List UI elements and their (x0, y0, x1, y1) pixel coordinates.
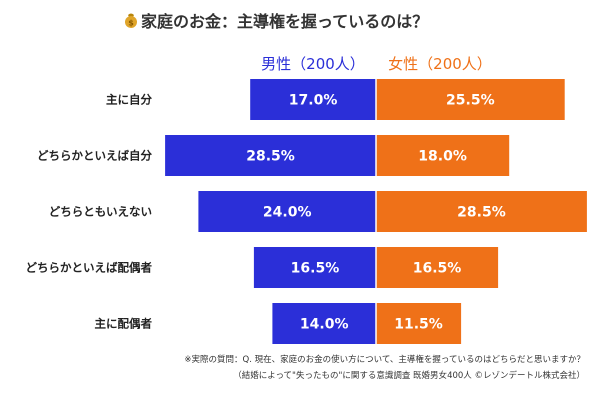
chart-title-group: $ 家庭のお金：主導権を握っているのは？ (125, 12, 428, 31)
female-bar (376, 303, 462, 344)
male-bar-value-label: 24.0% (263, 205, 312, 221)
male-bar-value-label: 16.5% (291, 261, 340, 277)
category-label: どちらともいえない (49, 205, 152, 219)
category-label: どちらかといえば自分 (37, 149, 152, 163)
bars-layer: 主に自分 17.0% 25.5% どちらかといえば自分 28.5% 18.0% どちらともい… (26, 79, 587, 344)
female-bar-value-label: 18.0% (418, 149, 467, 165)
svg-text:$: $ (128, 19, 134, 28)
female-bar (376, 135, 510, 176)
male-bar-value-label: 28.5% (246, 149, 295, 165)
footnote-source: （結婚によって"失ったもの"に関する意識調査 既婚男女400人 ©レゾンデートル… (233, 370, 585, 381)
female-bar (376, 191, 587, 232)
category-label: 主に配偶者 (95, 317, 153, 331)
footnote-question: ※実際の質問：Q. 現在、家庭のお金の使い方について、主導権を握っているのはどち… (184, 354, 585, 365)
male-bar (272, 303, 376, 344)
legend-female: 女性（200人） (388, 55, 492, 73)
female-bar (376, 79, 565, 120)
legend-male: 男性（200人） (261, 55, 365, 73)
male-bar-value-label: 17.0% (289, 93, 338, 109)
category-label: 主に自分 (106, 93, 152, 107)
female-bar-value-label: 11.5% (394, 317, 443, 333)
female-bar-value-label: 28.5% (457, 205, 506, 221)
male-bar (165, 135, 376, 176)
female-bar-value-label: 16.5% (413, 261, 462, 277)
chart-title: 家庭のお金：主導権を握っているのは？ (141, 12, 428, 31)
category-label: どちらかといえば配偶者 (26, 261, 153, 275)
female-bar-value-label: 25.5% (446, 93, 495, 109)
female-bar (376, 247, 499, 288)
money-bag-icon: $ (125, 13, 137, 28)
male-bar (250, 79, 376, 120)
male-bar-value-label: 14.0% (300, 317, 349, 333)
male-bar (253, 247, 376, 288)
male-bar (198, 191, 376, 232)
